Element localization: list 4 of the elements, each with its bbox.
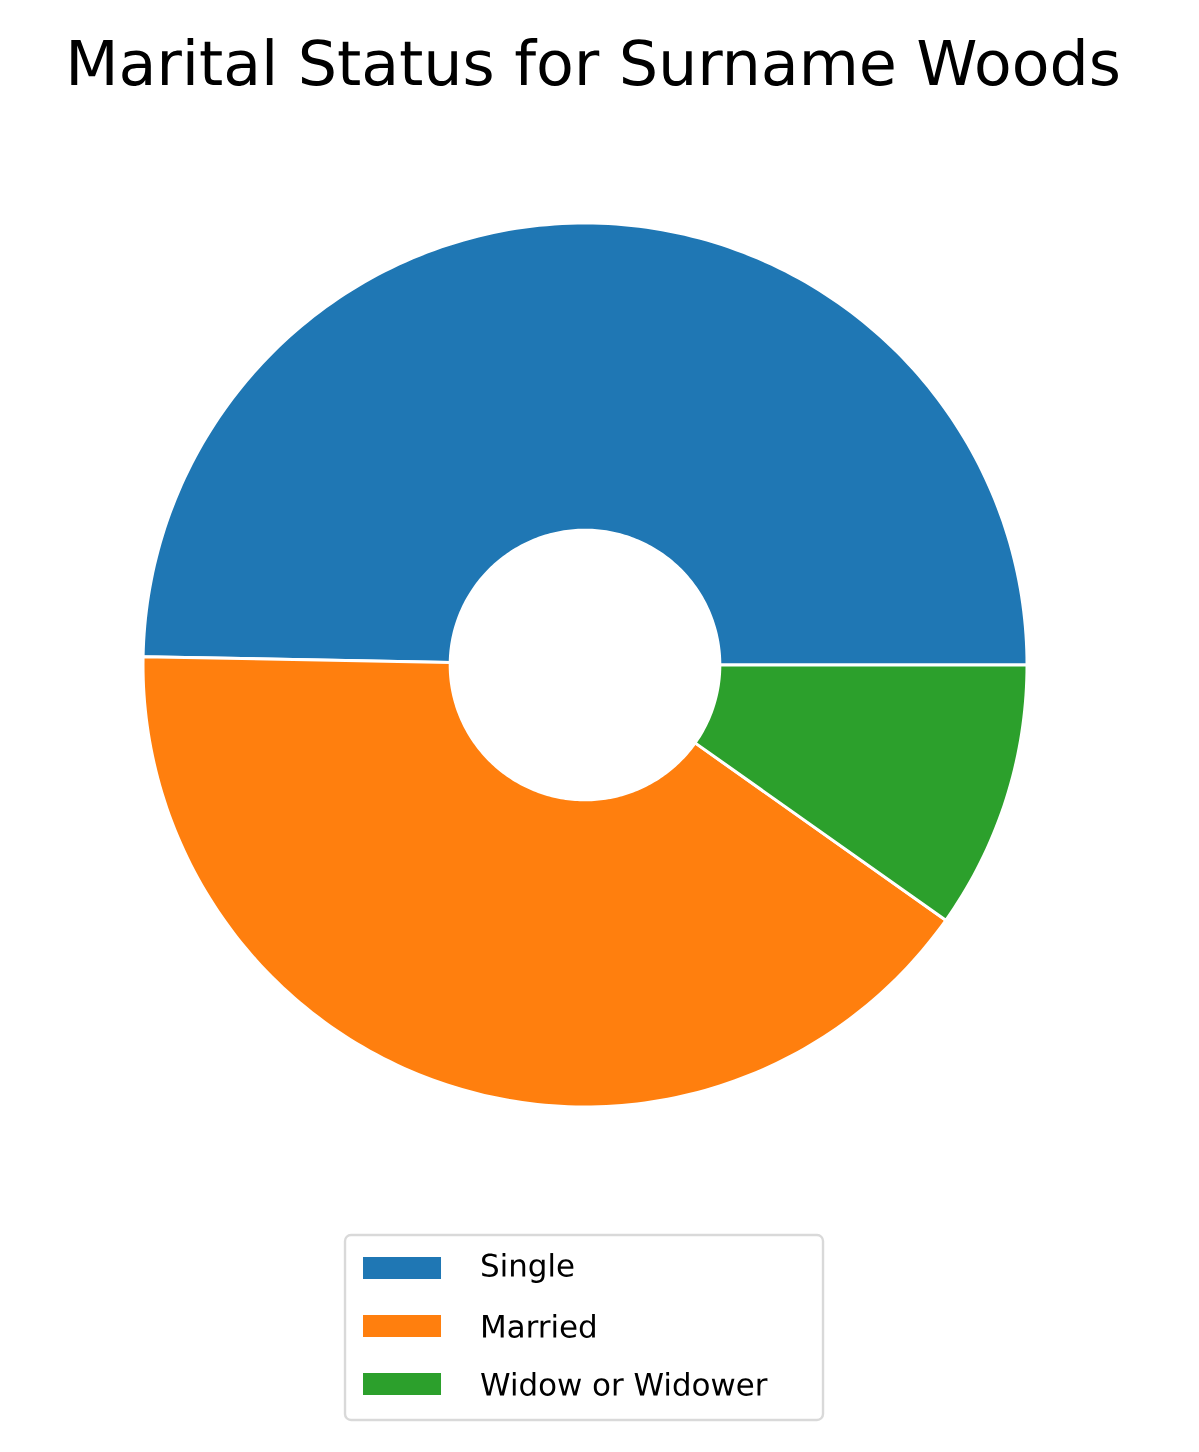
legend-label: Single (482, 1253, 574, 1283)
legend-label: Married (483, 1314, 595, 1338)
legend-label: Widow or Widower (481, 1372, 768, 1396)
chart-title: Marital Status for Surname Woods (71, 38, 1118, 86)
